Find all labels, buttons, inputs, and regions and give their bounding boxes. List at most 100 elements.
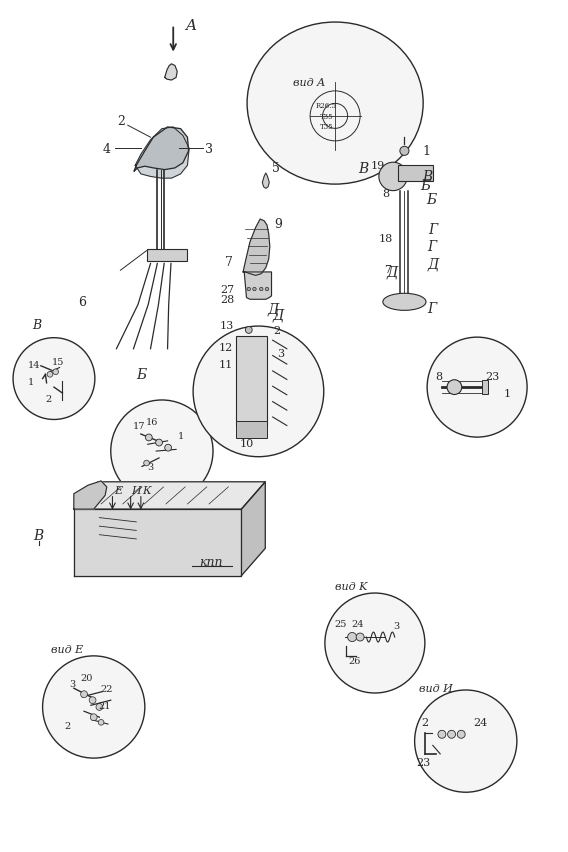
Text: 2: 2	[45, 394, 52, 403]
Circle shape	[379, 163, 407, 192]
Circle shape	[325, 593, 425, 694]
Ellipse shape	[247, 23, 423, 185]
Text: 15: 15	[52, 358, 64, 366]
Text: 1: 1	[177, 432, 184, 440]
Polygon shape	[243, 220, 270, 276]
Text: 7: 7	[384, 264, 391, 274]
Text: 8: 8	[435, 371, 442, 382]
Text: 23: 23	[485, 371, 499, 382]
Circle shape	[111, 400, 213, 503]
Text: Б: Б	[420, 179, 430, 193]
Text: 27: 27	[220, 285, 234, 295]
Text: 10: 10	[240, 438, 254, 448]
Circle shape	[53, 370, 59, 375]
Text: 6: 6	[78, 296, 86, 309]
Text: 4: 4	[103, 142, 111, 156]
Circle shape	[90, 714, 97, 721]
Text: 2: 2	[118, 115, 126, 129]
Text: 3: 3	[278, 348, 285, 359]
Polygon shape	[74, 509, 241, 576]
Text: 24: 24	[352, 619, 364, 628]
Circle shape	[457, 730, 465, 739]
Text: 1: 1	[422, 145, 430, 158]
Text: 3: 3	[147, 463, 154, 471]
Polygon shape	[135, 128, 189, 179]
Polygon shape	[74, 482, 265, 509]
Polygon shape	[262, 174, 269, 189]
Text: В: В	[423, 170, 433, 184]
Circle shape	[260, 288, 263, 291]
Text: Д: Д	[267, 302, 278, 316]
Text: 2: 2	[421, 717, 428, 728]
Text: 7: 7	[225, 256, 233, 269]
Text: 25: 25	[335, 619, 347, 628]
Text: 2: 2	[274, 325, 281, 336]
Text: 3: 3	[205, 142, 213, 156]
Circle shape	[81, 691, 87, 698]
Text: 26: 26	[348, 657, 361, 665]
Text: 18: 18	[379, 233, 394, 244]
Text: вид E: вид E	[51, 644, 83, 654]
Text: Б: Б	[427, 193, 437, 207]
Text: Г: Г	[427, 240, 436, 254]
Text: Г: Г	[427, 302, 436, 315]
Circle shape	[247, 288, 250, 291]
Text: В: В	[34, 528, 44, 542]
Circle shape	[265, 288, 269, 291]
Text: T35: T35	[320, 112, 334, 121]
Circle shape	[253, 288, 256, 291]
Circle shape	[43, 656, 145, 758]
Circle shape	[144, 461, 149, 466]
Bar	[482, 381, 488, 394]
Text: E: E	[114, 486, 122, 496]
Circle shape	[89, 697, 96, 704]
Polygon shape	[165, 65, 177, 81]
Text: 24: 24	[473, 717, 487, 728]
Text: Д: Д	[386, 266, 398, 279]
Ellipse shape	[383, 294, 426, 311]
Text: И: И	[131, 486, 141, 496]
Text: 12: 12	[219, 343, 233, 353]
Text: Г: Г	[428, 223, 437, 237]
Text: К: К	[142, 486, 151, 496]
Circle shape	[448, 730, 456, 739]
Text: R26.5: R26.5	[316, 101, 336, 110]
Text: 21: 21	[99, 701, 111, 710]
Text: Б: Б	[136, 368, 146, 382]
Circle shape	[415, 690, 517, 792]
Text: 8: 8	[383, 189, 390, 199]
Polygon shape	[241, 482, 265, 576]
Text: вид K: вид K	[335, 581, 367, 591]
Text: A: A	[185, 19, 196, 32]
Bar	[147, 250, 187, 262]
Text: 2: 2	[64, 722, 70, 730]
Circle shape	[47, 372, 53, 377]
Circle shape	[13, 338, 95, 420]
Text: T35: T35	[320, 123, 334, 131]
Text: 20: 20	[80, 673, 93, 682]
Text: 16: 16	[146, 417, 158, 426]
Text: 14: 14	[28, 360, 40, 369]
Text: Д: Д	[427, 257, 438, 271]
Circle shape	[245, 327, 252, 334]
Text: 22: 22	[101, 684, 113, 693]
Circle shape	[447, 380, 462, 395]
Text: 13: 13	[220, 320, 235, 331]
Bar	[236, 422, 267, 439]
Text: 1: 1	[28, 377, 35, 386]
Bar	[398, 166, 433, 181]
Text: 28: 28	[220, 295, 235, 305]
Text: вид A: вид A	[294, 78, 325, 88]
Text: 1: 1	[504, 389, 511, 399]
Text: кпп: кпп	[199, 556, 223, 569]
Text: 3: 3	[393, 622, 400, 630]
Text: 17: 17	[133, 422, 145, 430]
Text: 5: 5	[272, 162, 279, 176]
Text: вид И: вид И	[419, 683, 453, 694]
Polygon shape	[134, 128, 189, 172]
Circle shape	[96, 704, 103, 711]
Text: В: В	[32, 319, 41, 332]
Circle shape	[156, 440, 162, 446]
Circle shape	[98, 720, 104, 725]
Text: 9: 9	[274, 217, 282, 231]
